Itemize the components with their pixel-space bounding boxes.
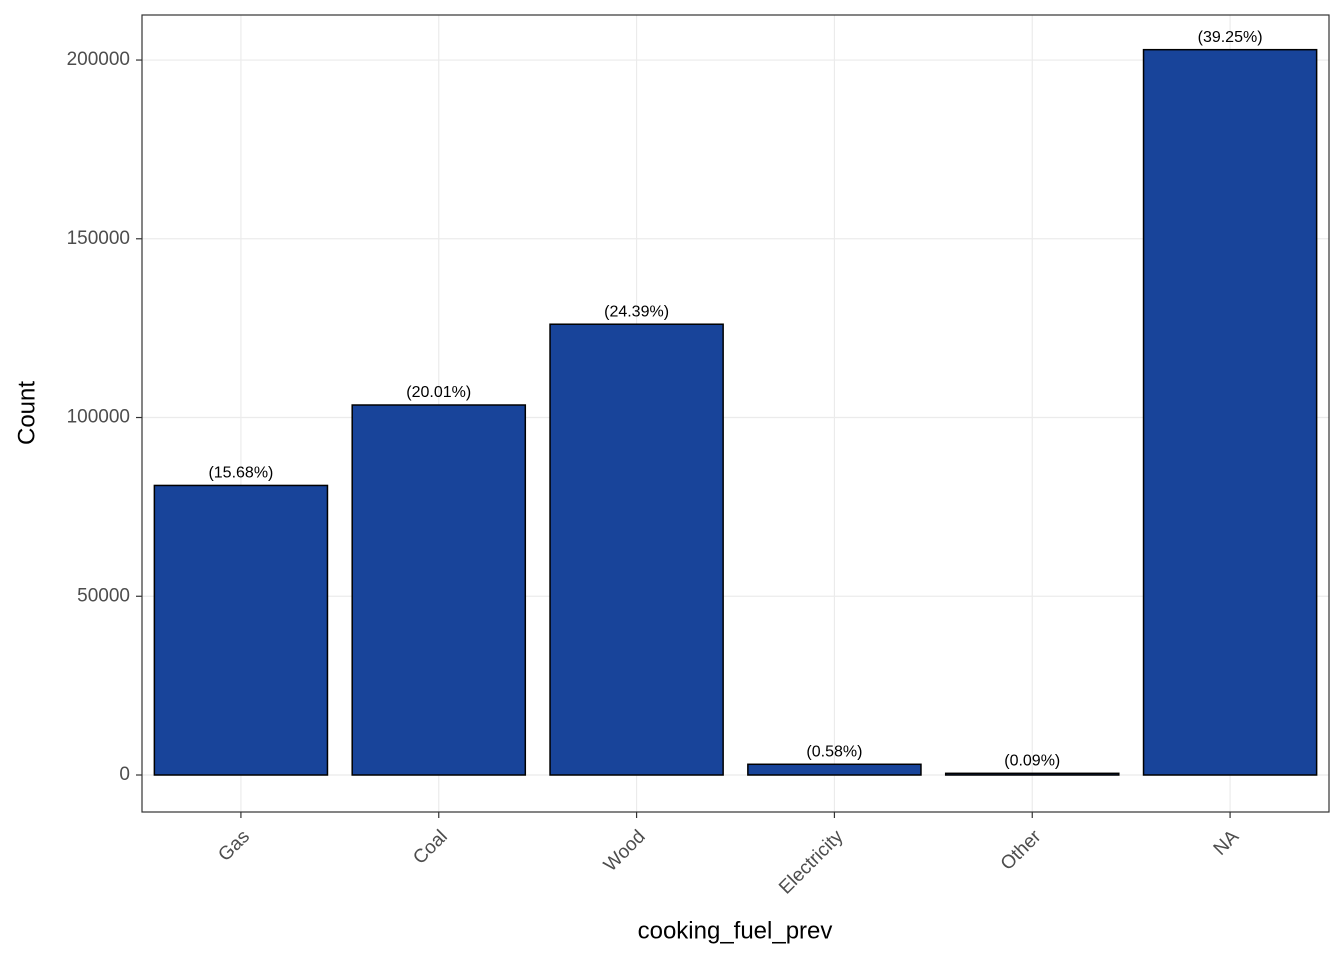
y-axis-title: Count [13, 381, 40, 445]
panel-border [141, 14, 1330, 813]
bar-annotation: (15.68%) [208, 465, 273, 482]
y-tick-label: 0 [119, 764, 130, 785]
bar [351, 404, 527, 776]
bar [944, 772, 1120, 776]
bar-annotation: (24.39%) [604, 303, 669, 320]
y-tick-label: 50000 [77, 585, 130, 606]
x-axis-title: cooking_fuel_prev [638, 917, 833, 944]
bar [549, 323, 724, 776]
y-tick-label: 150000 [67, 228, 130, 249]
bar [153, 484, 329, 776]
bar [1142, 48, 1318, 776]
bar-annotation: (39.25%) [1198, 29, 1263, 46]
bar-annotation: (20.01%) [406, 384, 471, 401]
y-tick-label: 200000 [67, 49, 130, 70]
y-tick-label: 100000 [67, 407, 130, 428]
bar-annotation: (0.09%) [1004, 753, 1060, 770]
bar [747, 763, 922, 776]
bar-annotation: (0.58%) [806, 743, 862, 760]
